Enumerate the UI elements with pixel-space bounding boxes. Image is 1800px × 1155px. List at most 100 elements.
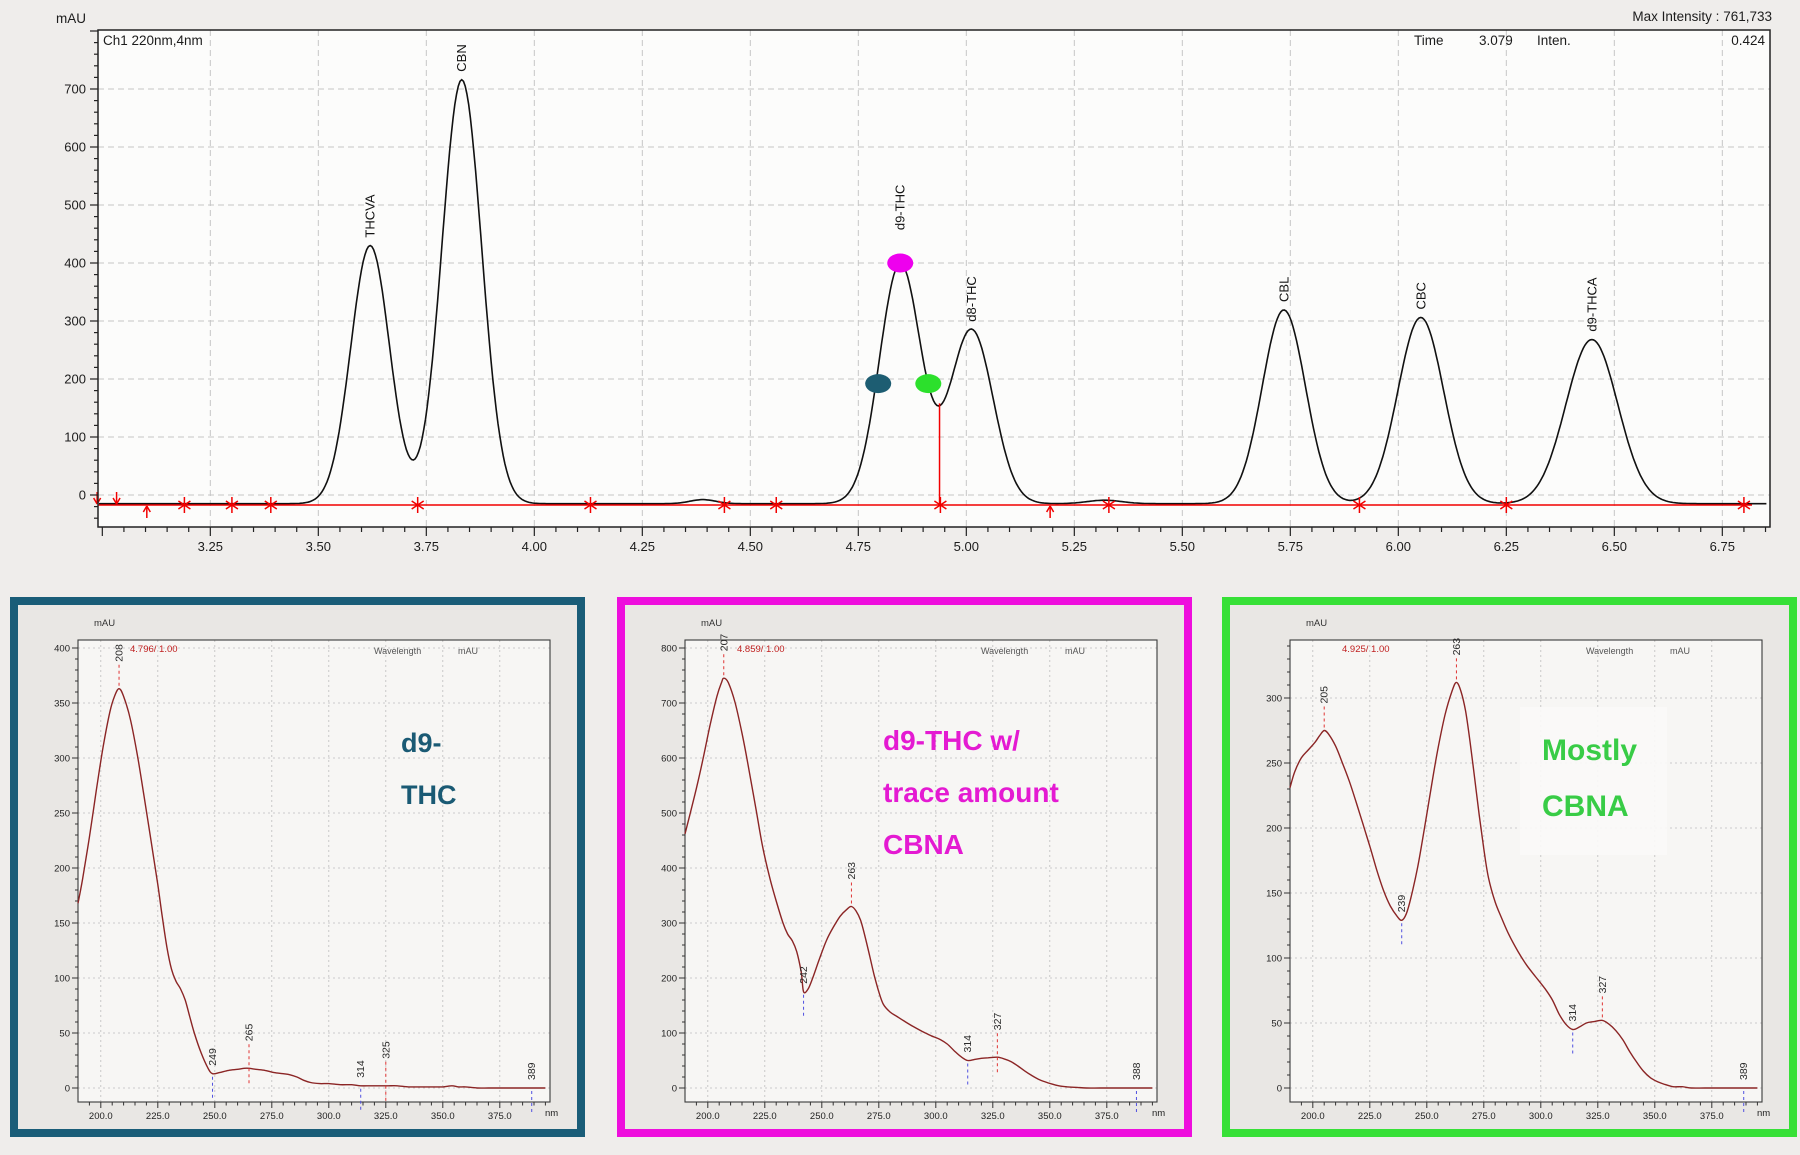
- svg-text:389: 389: [526, 1062, 538, 1080]
- svg-text:375.0: 375.0: [1095, 1111, 1119, 1122]
- axis-tick-labels: 0 50 100 150 200 250 300 350 400 200.0 225.0 250.0 2…: [54, 644, 512, 1123]
- svg-text:200.0: 200.0: [89, 1111, 113, 1122]
- plot-border: [97, 29, 1771, 528]
- svg-text:200.0: 200.0: [696, 1111, 720, 1122]
- wavelength-peak-labels: 207 242 263 314 327 388: [718, 634, 1143, 1114]
- svg-text:100: 100: [1266, 954, 1282, 965]
- spectral-marker: [865, 374, 892, 394]
- axis-ticks: [72, 647, 546, 1108]
- svg-text:300: 300: [1266, 694, 1282, 705]
- svg-text:250: 250: [54, 809, 70, 820]
- svg-text:6.00: 6.00: [1386, 539, 1411, 554]
- spectrum-panel-mostly-cbna: 0 50 100 150 200 250 300 200.0 225.0 250.0 275.0 30…: [1222, 597, 1797, 1137]
- svg-text:0: 0: [672, 1084, 677, 1095]
- svg-text:800: 800: [661, 644, 677, 655]
- axis-tick-labels: 0 50 100 150 200 250 300 200.0 225.0 250.0 275.0 30…: [1266, 694, 1724, 1123]
- svg-text:400: 400: [661, 864, 677, 875]
- axis-ticks: [1284, 645, 1758, 1108]
- wavelength-peak-labels: 208 249 265 314 325 389: [114, 644, 538, 1114]
- svg-text:3.50: 3.50: [306, 539, 331, 554]
- svg-text:350.0: 350.0: [1643, 1111, 1667, 1122]
- svg-text:325.0: 325.0: [374, 1111, 398, 1122]
- svg-text:300.0: 300.0: [924, 1111, 948, 1122]
- cursor-inten-label: Inten.: [1537, 33, 1571, 48]
- svg-text:242: 242: [798, 966, 810, 984]
- svg-text:200: 200: [661, 974, 677, 985]
- cursor-time-value: 3.079: [1479, 33, 1513, 48]
- svg-text:208: 208: [114, 644, 126, 662]
- spectrum-y-unit: mAU: [701, 618, 723, 629]
- svg-text:300.0: 300.0: [317, 1111, 341, 1122]
- svg-text:6.25: 6.25: [1494, 539, 1519, 554]
- svg-text:100: 100: [64, 430, 86, 445]
- svg-text:350.0: 350.0: [1038, 1111, 1062, 1122]
- svg-text:250: 250: [1266, 759, 1282, 770]
- svg-text:3.75: 3.75: [414, 539, 439, 554]
- svg-text:249: 249: [207, 1048, 219, 1066]
- trace: [98, 78, 1767, 505]
- gridlines: [98, 30, 1770, 527]
- svg-text:150: 150: [54, 919, 70, 930]
- svg-text:400: 400: [64, 256, 86, 271]
- svg-text:263: 263: [846, 862, 858, 880]
- svg-text:4.50: 4.50: [738, 539, 763, 554]
- svg-text:d9-THCA: d9-THCA: [1584, 277, 1599, 332]
- svg-text:327: 327: [992, 1013, 1004, 1031]
- annotation-line: trace amount: [883, 777, 1059, 808]
- annotation-line: THC: [401, 780, 457, 810]
- svg-text:400: 400: [54, 644, 70, 655]
- svg-text:150: 150: [1266, 889, 1282, 900]
- svg-text:375.0: 375.0: [488, 1111, 512, 1122]
- svg-text:700: 700: [64, 82, 86, 97]
- svg-text:250.0: 250.0: [810, 1111, 834, 1122]
- plot-background: [685, 640, 1157, 1102]
- svg-text:5.25: 5.25: [1062, 539, 1087, 554]
- annotation-line: d9-: [401, 728, 442, 758]
- spectrum-y-unit: mAU: [1306, 618, 1328, 629]
- mau-header: mAU: [458, 646, 478, 656]
- svg-text:d8-THC: d8-THC: [964, 276, 979, 322]
- spectrum-curve: [684, 677, 1153, 1089]
- chromatogram-plot: 0 100 200 300 400 500 600 700 3.25 3.50 3.75 4.00 4.…: [64, 29, 1771, 555]
- svg-text:200.0: 200.0: [1301, 1111, 1325, 1122]
- annotation-line: CBNA: [883, 829, 964, 860]
- svg-text:350.0: 350.0: [431, 1111, 455, 1122]
- svg-text:314: 314: [1567, 1004, 1579, 1022]
- axis-tick-labels: 0 100 200 300 400 500 600 700 3.25 3.50 3.75 4.00 4.…: [64, 82, 1735, 555]
- annotation-line: d9-THC w/: [883, 725, 1020, 756]
- svg-text:600: 600: [64, 140, 86, 155]
- svg-text:389: 389: [1738, 1062, 1750, 1080]
- svg-text:200: 200: [64, 372, 86, 387]
- x-axis-unit: nm: [545, 1108, 559, 1119]
- svg-text:300: 300: [54, 754, 70, 765]
- svg-text:200: 200: [1266, 824, 1282, 835]
- annotation-text: d9-THC w/trace amount CBNA: [883, 715, 1059, 871]
- wavelength-header: Wavelength: [981, 646, 1029, 656]
- plot-border: [77, 639, 551, 1103]
- svg-text:275.0: 275.0: [260, 1111, 284, 1122]
- svg-text:207: 207: [718, 634, 730, 652]
- retention-time-label: 4.925/ 1.00: [1342, 644, 1390, 655]
- svg-text:100: 100: [661, 1029, 677, 1040]
- svg-text:CBC: CBC: [1413, 282, 1428, 309]
- svg-text:100: 100: [54, 974, 70, 985]
- mau-header: mAU: [1065, 646, 1085, 656]
- retention-time-label: 4.859/ 1.00: [737, 644, 785, 655]
- cursor-inten-value: 0.424: [1731, 33, 1765, 48]
- gridlines: [78, 640, 550, 1102]
- svg-text:275.0: 275.0: [867, 1111, 891, 1122]
- svg-text:300: 300: [661, 919, 677, 930]
- svg-text:6.75: 6.75: [1710, 539, 1735, 554]
- spectral-marker: [915, 374, 942, 394]
- annotation-line: CBNA: [1542, 790, 1629, 823]
- cursor-time-label: Time: [1414, 33, 1444, 48]
- svg-text:3.25: 3.25: [198, 539, 223, 554]
- svg-text:350: 350: [54, 699, 70, 710]
- svg-text:500: 500: [64, 198, 86, 213]
- svg-text:THCVA: THCVA: [363, 194, 378, 237]
- annotation-line: Mostly: [1542, 734, 1638, 767]
- annotation-text: Mostly CBNA: [1520, 707, 1668, 855]
- channel-label: Ch1 220nm,4nm: [103, 33, 203, 48]
